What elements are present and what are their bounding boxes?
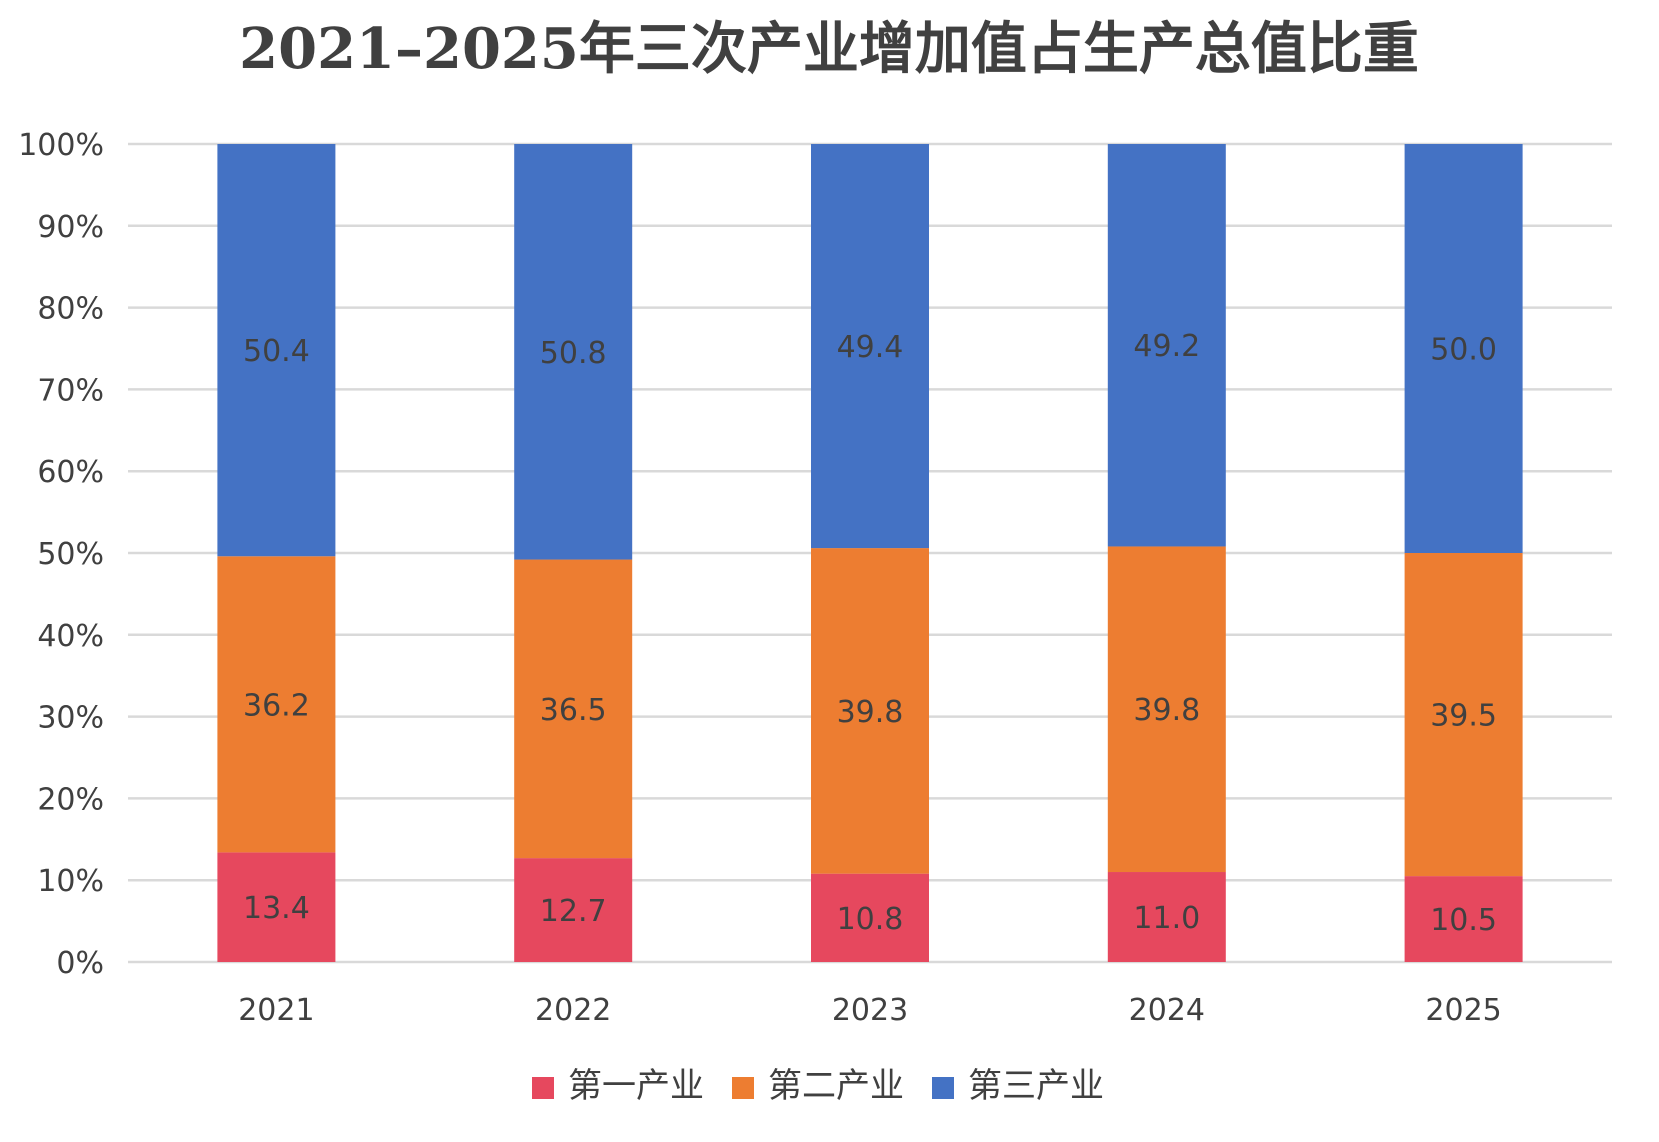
y-axis: 0% 10% 20% 30% 40% 50% 60% 70% 80% 90% 100% xyxy=(18,128,104,981)
data-label: 39.8 xyxy=(837,695,904,730)
bar-segment xyxy=(217,144,336,557)
bar-segment xyxy=(1404,553,1523,877)
data-label: 10.8 xyxy=(837,902,904,937)
data-label: 10.5 xyxy=(1430,903,1497,938)
data-label: 49.4 xyxy=(837,330,904,365)
legend-swatch xyxy=(732,1077,754,1099)
bars: 13.4 36.2 50.4 12.7 36.5 50.8 10.8 39.8 49.4 11.0… xyxy=(217,144,1523,962)
bar-segment xyxy=(811,144,929,549)
data-label: 39.5 xyxy=(1430,699,1497,734)
y-tick-label: 20% xyxy=(37,782,104,817)
bar-segment xyxy=(1107,872,1226,962)
data-label: 36.2 xyxy=(243,688,310,723)
data-label: 12.7 xyxy=(540,894,607,929)
y-tick-label: 90% xyxy=(37,210,104,245)
legend-label: 第三产业 xyxy=(968,1066,1104,1106)
y-tick-label: 60% xyxy=(37,455,104,490)
y-tick-label: 50% xyxy=(37,537,104,572)
y-tick-label: 100% xyxy=(18,128,104,163)
x-tick-label: 2024 xyxy=(1129,993,1205,1028)
data-label: 11.0 xyxy=(1133,901,1200,936)
bar-segment xyxy=(1107,144,1226,547)
chart-title: 2021–2025年三次产业增加值占生产总值比重 xyxy=(239,16,1419,82)
y-tick-label: 0% xyxy=(56,946,104,981)
data-label: 36.5 xyxy=(540,693,607,728)
bar-segment xyxy=(514,559,633,859)
y-tick-label: 30% xyxy=(37,701,104,736)
bar-segment xyxy=(217,852,336,962)
bar-segment xyxy=(514,858,633,962)
data-label: 50.8 xyxy=(540,336,607,371)
data-label: 13.4 xyxy=(243,891,310,926)
y-tick-label: 70% xyxy=(37,373,104,408)
x-tick-label: 2023 xyxy=(832,993,908,1028)
bar-segment xyxy=(1107,546,1226,873)
x-axis: 2021 2022 2023 2024 2025 xyxy=(238,993,1502,1028)
legend-swatch xyxy=(532,1077,554,1099)
bar-segment xyxy=(217,556,336,853)
data-label: 50.0 xyxy=(1430,333,1497,368)
legend-swatch xyxy=(932,1077,954,1099)
x-tick-label: 2022 xyxy=(535,993,611,1028)
data-label: 50.4 xyxy=(243,334,310,369)
x-tick-label: 2021 xyxy=(238,993,314,1028)
bar-segment xyxy=(514,144,633,560)
legend-label: 第一产业 xyxy=(568,1066,704,1106)
data-label: 49.2 xyxy=(1133,329,1200,364)
x-tick-label: 2025 xyxy=(1425,993,1501,1028)
bar-segment xyxy=(1404,144,1523,553)
y-tick-label: 10% xyxy=(37,864,104,899)
bar-segment xyxy=(811,873,929,962)
data-label: 39.8 xyxy=(1133,693,1200,728)
legend-label: 第二产业 xyxy=(768,1066,904,1106)
bar-segment xyxy=(1404,876,1523,962)
y-tick-label: 80% xyxy=(37,292,104,327)
y-tick-label: 40% xyxy=(37,619,104,654)
bar-segment xyxy=(811,548,929,874)
legend: 第一产业 第二产业 第三产业 xyxy=(532,1066,1104,1106)
